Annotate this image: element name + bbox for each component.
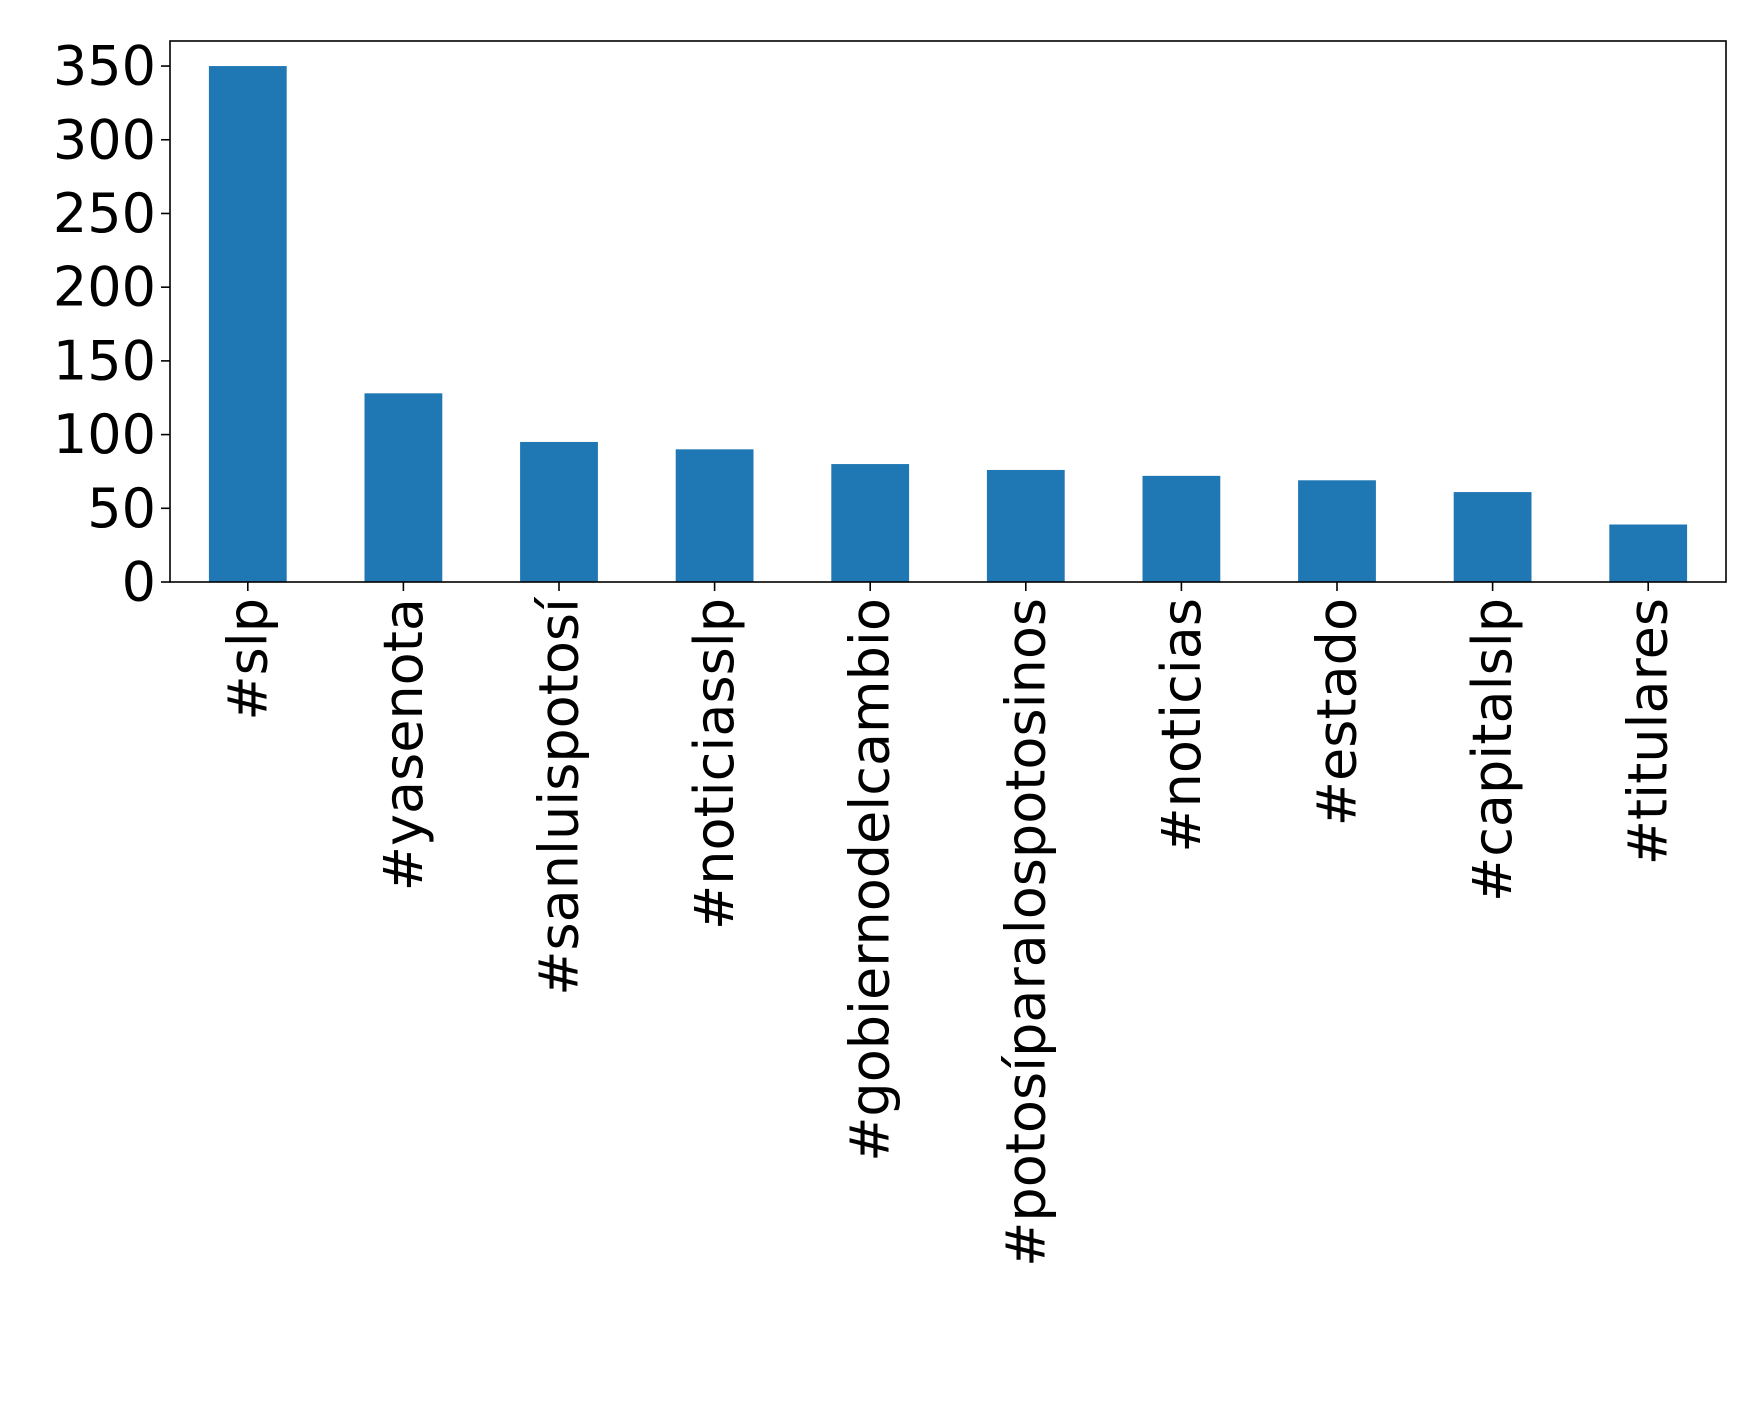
x-tick-label-4: #gobiernodelcambio (839, 598, 902, 1162)
x-tick-label-3: #noticiasslp (683, 598, 746, 930)
x-tick-label-9: #titulares (1617, 598, 1680, 865)
y-tick-label-4: 200 (53, 256, 156, 319)
y-tick-label-1: 50 (87, 477, 156, 540)
y-tick-label-2: 100 (53, 403, 156, 466)
x-tick-label-8: #capitalslp (1461, 598, 1524, 902)
y-axis: 0 50 100 150 200 250 300 350 (53, 35, 170, 614)
y-tick-label-5: 250 (53, 182, 156, 245)
bar-5 (986, 469, 1065, 582)
bar-7 (1298, 480, 1376, 582)
bar-4 (831, 464, 910, 582)
x-tick-label-1: #yasenota (372, 598, 435, 891)
y-tick-label-3: 150 (53, 329, 156, 392)
y-tick-label-7: 350 (53, 35, 156, 98)
bar-0 (208, 66, 287, 583)
bar-9 (1609, 524, 1688, 582)
bar-6 (1142, 475, 1221, 582)
x-tick-label-5: #potosíparalospotosinos (994, 598, 1057, 1267)
bar-3 (675, 449, 754, 582)
y-tick-label-6: 300 (53, 108, 156, 171)
bar-8 (1453, 492, 1532, 582)
x-tick-label-0: #slp (216, 598, 279, 721)
x-tick-label-6: #noticias (1150, 598, 1213, 853)
y-tick-label-0: 0 (122, 551, 156, 614)
x-tick-label-2: #sanluispotosí (528, 596, 591, 996)
bars-layer (208, 66, 1688, 583)
bar-1 (364, 393, 443, 582)
x-axis: #slp #yasenota #sanluispotosí #noticiasslp #… (216, 582, 1680, 1267)
bar-2 (520, 441, 598, 582)
plot-frame (169, 40, 1727, 583)
x-tick-label-7: #estado (1306, 598, 1369, 826)
